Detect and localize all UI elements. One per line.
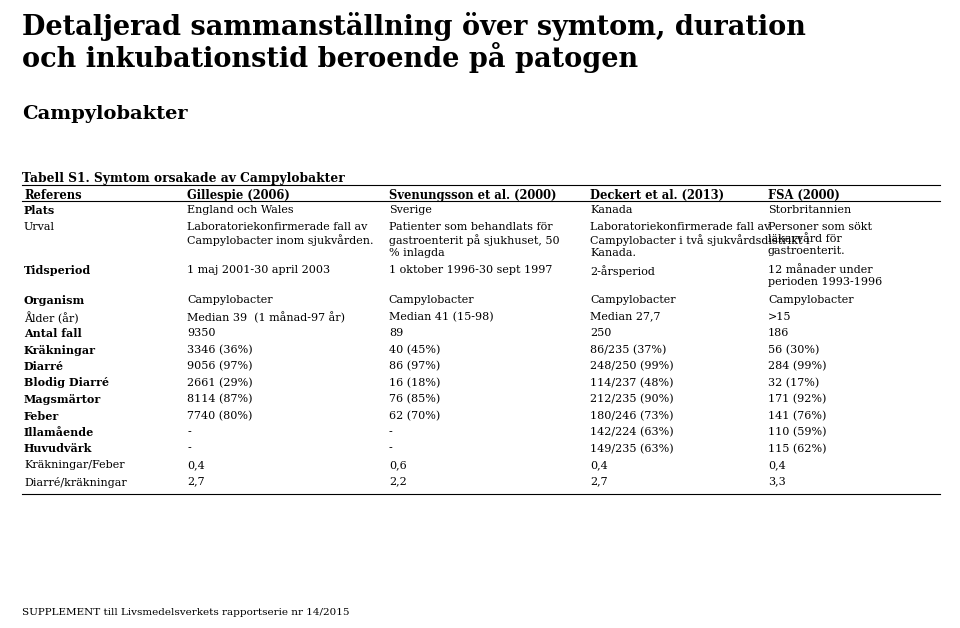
Text: Urval: Urval bbox=[24, 222, 55, 232]
Text: 114/237 (48%): 114/237 (48%) bbox=[590, 377, 674, 388]
Text: Kanada: Kanada bbox=[590, 205, 633, 215]
Text: 2,7: 2,7 bbox=[187, 477, 204, 487]
Text: 86 (97%): 86 (97%) bbox=[389, 361, 440, 371]
Text: FSA (2000): FSA (2000) bbox=[768, 189, 840, 202]
Text: 9350: 9350 bbox=[187, 328, 216, 338]
Text: Campylobacter: Campylobacter bbox=[590, 295, 676, 305]
Text: 89: 89 bbox=[389, 328, 403, 338]
Text: Huvudvärk: Huvudvärk bbox=[24, 443, 92, 455]
Text: Svenungsson et al. (2000): Svenungsson et al. (2000) bbox=[389, 189, 556, 202]
Text: Organism: Organism bbox=[24, 295, 85, 306]
Text: 149/235 (63%): 149/235 (63%) bbox=[590, 443, 674, 454]
Text: Referens: Referens bbox=[24, 189, 82, 202]
Text: Illamående: Illamående bbox=[24, 427, 94, 438]
Text: Ålder (år): Ålder (år) bbox=[24, 311, 79, 324]
Text: Kräkningar/Feber: Kräkningar/Feber bbox=[24, 460, 125, 470]
Text: 1 oktober 1996-30 sept 1997: 1 oktober 1996-30 sept 1997 bbox=[389, 265, 552, 275]
Text: Diarré/kräkningar: Diarré/kräkningar bbox=[24, 477, 127, 487]
Text: 7740 (80%): 7740 (80%) bbox=[187, 411, 252, 421]
Text: 0,4: 0,4 bbox=[768, 460, 785, 470]
Text: 2,7: 2,7 bbox=[590, 477, 608, 487]
Text: 142/224 (63%): 142/224 (63%) bbox=[590, 427, 674, 437]
Text: 1 maj 2001-30 april 2003: 1 maj 2001-30 april 2003 bbox=[187, 265, 330, 275]
Text: 141 (76%): 141 (76%) bbox=[768, 411, 827, 421]
Text: 180/246 (73%): 180/246 (73%) bbox=[590, 411, 674, 421]
Text: -: - bbox=[389, 427, 393, 437]
Text: och inkubationstid beroende på patogen: och inkubationstid beroende på patogen bbox=[22, 42, 638, 73]
Text: Campylobacter: Campylobacter bbox=[768, 295, 853, 305]
Text: 248/250 (99%): 248/250 (99%) bbox=[590, 361, 674, 371]
Text: Magsmärtor: Magsmärtor bbox=[24, 394, 101, 405]
Text: Antal fall: Antal fall bbox=[24, 328, 82, 339]
Text: Campylobacter: Campylobacter bbox=[187, 295, 273, 305]
Text: Campylobacter: Campylobacter bbox=[389, 295, 474, 305]
Text: 2661 (29%): 2661 (29%) bbox=[187, 377, 252, 388]
Text: England och Wales: England och Wales bbox=[187, 205, 294, 215]
Text: 56 (30%): 56 (30%) bbox=[768, 345, 820, 355]
Text: 171 (92%): 171 (92%) bbox=[768, 394, 827, 404]
Text: Diarré: Diarré bbox=[24, 361, 64, 372]
Text: Median 39  (1 månad-97 år): Median 39 (1 månad-97 år) bbox=[187, 311, 346, 323]
Text: Median 41 (15-98): Median 41 (15-98) bbox=[389, 311, 493, 322]
Text: Deckert et al. (2013): Deckert et al. (2013) bbox=[590, 189, 725, 202]
Text: Tabell S1. Symtom orsakade av Campylobakter: Tabell S1. Symtom orsakade av Campylobak… bbox=[22, 172, 345, 185]
Text: 0,4: 0,4 bbox=[187, 460, 204, 470]
Text: 110 (59%): 110 (59%) bbox=[768, 427, 827, 437]
Text: 12 månader under
perioden 1993-1996: 12 månader under perioden 1993-1996 bbox=[768, 265, 882, 287]
Text: -: - bbox=[187, 427, 191, 437]
Text: Patienter som behandlats för
gastroenterit på sjukhuset, 50
% inlagda: Patienter som behandlats för gastroenter… bbox=[389, 222, 560, 258]
Text: 2,2: 2,2 bbox=[389, 477, 406, 487]
Text: 62 (70%): 62 (70%) bbox=[389, 411, 440, 421]
Text: 2-årsperiod: 2-årsperiod bbox=[590, 265, 656, 277]
Text: 0,6: 0,6 bbox=[389, 460, 406, 470]
Text: Laboratoriekonfirmerade fall av
Campylobacter i två sjukvårdsdistrikt i
Kanada.: Laboratoriekonfirmerade fall av Campylob… bbox=[590, 222, 810, 258]
Text: 0,4: 0,4 bbox=[590, 460, 608, 470]
Text: 3346 (36%): 3346 (36%) bbox=[187, 345, 252, 355]
Text: Detaljerad sammanställning över symtom, duration: Detaljerad sammanställning över symtom, … bbox=[22, 12, 805, 41]
Text: 115 (62%): 115 (62%) bbox=[768, 443, 827, 454]
Text: 250: 250 bbox=[590, 328, 612, 338]
Text: 8114 (87%): 8114 (87%) bbox=[187, 394, 252, 404]
Text: Median 27,7: Median 27,7 bbox=[590, 311, 660, 322]
Text: 32 (17%): 32 (17%) bbox=[768, 377, 819, 388]
Text: 284 (99%): 284 (99%) bbox=[768, 361, 827, 371]
Text: Blodig Diarré: Blodig Diarré bbox=[24, 377, 109, 389]
Text: Kräkningar: Kräkningar bbox=[24, 345, 96, 355]
Text: Tidsperiod: Tidsperiod bbox=[24, 265, 91, 276]
Text: >15: >15 bbox=[768, 311, 791, 322]
Text: 40 (45%): 40 (45%) bbox=[389, 345, 441, 355]
Text: Gillespie (2006): Gillespie (2006) bbox=[187, 189, 290, 202]
Text: 86/235 (37%): 86/235 (37%) bbox=[590, 345, 667, 355]
Text: 76 (85%): 76 (85%) bbox=[389, 394, 440, 404]
Text: SUPPLEMENT till Livsmedelsverkets rapportserie nr 14/2015: SUPPLEMENT till Livsmedelsverkets rappor… bbox=[22, 608, 349, 617]
Text: 212/235 (90%): 212/235 (90%) bbox=[590, 394, 674, 404]
Text: -: - bbox=[389, 443, 393, 453]
Text: 9056 (97%): 9056 (97%) bbox=[187, 361, 252, 371]
Text: Sverige: Sverige bbox=[389, 205, 432, 215]
Text: Storbritannien: Storbritannien bbox=[768, 205, 852, 215]
Text: Plats: Plats bbox=[24, 205, 56, 216]
Text: Campylobakter: Campylobakter bbox=[22, 105, 187, 123]
Text: 3,3: 3,3 bbox=[768, 477, 785, 487]
Text: 16 (18%): 16 (18%) bbox=[389, 377, 441, 388]
Text: -: - bbox=[187, 443, 191, 453]
Text: 186: 186 bbox=[768, 328, 789, 338]
Text: Personer som sökt
läkarvård för
gastroenterit.: Personer som sökt läkarvård för gastroen… bbox=[768, 222, 872, 256]
Text: Feber: Feber bbox=[24, 411, 60, 421]
Text: Laboratoriekonfirmerade fall av
Campylobacter inom sjukvården.: Laboratoriekonfirmerade fall av Campylob… bbox=[187, 222, 373, 246]
